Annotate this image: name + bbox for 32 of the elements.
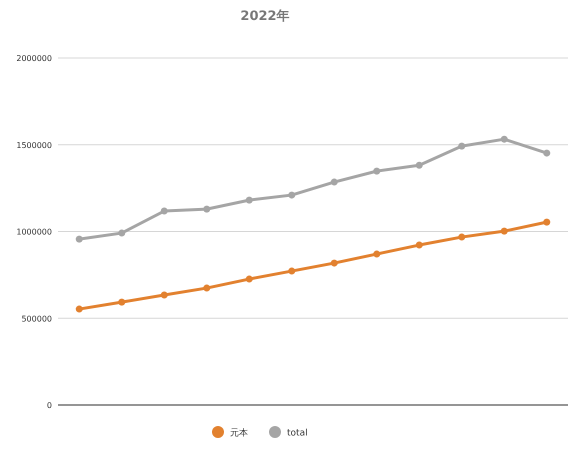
- point: [416, 242, 423, 249]
- y-tick-label: 500000: [21, 314, 52, 324]
- point: [373, 168, 380, 175]
- point: [288, 192, 296, 199]
- point: [118, 230, 126, 237]
- point: [373, 250, 380, 258]
- y-tick-label: 2000000: [16, 54, 52, 63]
- point: [203, 284, 210, 292]
- point: [500, 228, 508, 235]
- legend-label: 元本: [230, 428, 248, 438]
- point: [246, 276, 253, 283]
- chart-title: 2022年: [240, 9, 290, 24]
- point: [76, 236, 83, 243]
- y-tick-label: 1000000: [16, 228, 52, 236]
- point: [288, 268, 296, 275]
- point: [76, 306, 83, 313]
- y-tick-label: 0: [46, 401, 52, 410]
- point: [416, 162, 423, 169]
- point: [458, 142, 466, 150]
- point: [458, 234, 466, 241]
- point: [543, 150, 550, 157]
- point: [160, 208, 168, 215]
- point: [330, 260, 338, 267]
- point: [203, 206, 210, 213]
- point: [118, 298, 126, 306]
- point: [543, 218, 550, 226]
- y-tick-label: 1500000: [16, 140, 52, 150]
- point: [246, 196, 253, 204]
- point: [500, 136, 508, 143]
- legend-label: total: [287, 428, 308, 438]
- point: [160, 292, 168, 298]
- point: [330, 178, 338, 186]
